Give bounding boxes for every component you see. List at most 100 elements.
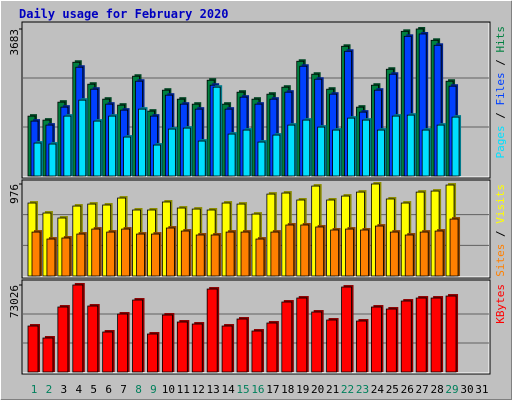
- y-tick-label: 3683: [8, 29, 21, 56]
- panel-bevel: [23, 181, 490, 278]
- bar: [78, 99, 87, 177]
- y-tick-label: 976: [8, 184, 21, 204]
- bar: [385, 308, 397, 373]
- legend-entry: Sites: [494, 244, 507, 277]
- bar: [195, 234, 205, 277]
- bar: [121, 228, 130, 277]
- bar: [108, 115, 117, 177]
- x-tick-label: 20: [311, 383, 324, 396]
- bar: [436, 124, 445, 177]
- x-tick-label: 9: [150, 383, 157, 396]
- bar: [360, 229, 369, 277]
- bar: [91, 228, 101, 277]
- bar: [317, 126, 326, 177]
- legend: Sites / Visits: [494, 184, 507, 277]
- bar: [430, 297, 442, 373]
- bar: [421, 129, 430, 177]
- bar: [419, 231, 429, 277]
- x-tick-label: 5: [90, 383, 97, 396]
- bar: [117, 313, 128, 373]
- bar: [300, 224, 310, 277]
- bar: [242, 129, 251, 177]
- panel-bevel: [23, 23, 490, 178]
- x-tick-label: 22: [341, 383, 354, 396]
- x-tick-label: 16: [251, 383, 264, 396]
- bar: [102, 331, 114, 373]
- bar: [191, 323, 203, 373]
- bar: [374, 225, 384, 277]
- legend-entry: KBytes: [494, 284, 507, 324]
- bar: [132, 299, 143, 373]
- bar: [165, 227, 175, 277]
- x-tick-label: 10: [162, 383, 175, 396]
- bar: [221, 325, 233, 373]
- bar: [266, 322, 278, 373]
- bar: [87, 305, 99, 373]
- bar: [332, 129, 341, 177]
- x-tick-label: 24: [371, 383, 385, 396]
- bar: [341, 286, 352, 373]
- x-tick-label: 2: [46, 383, 53, 396]
- legend-entry: Pages: [494, 125, 507, 158]
- x-tick-label: 30: [460, 383, 473, 396]
- x-tick-label: 8: [135, 383, 142, 396]
- legend: Pages / Files / Hits: [494, 26, 507, 159]
- bar: [225, 231, 235, 277]
- bar: [161, 314, 173, 373]
- bar: [227, 133, 236, 177]
- bar: [376, 129, 385, 177]
- bar: [272, 134, 281, 177]
- x-tick-label: 17: [266, 383, 279, 396]
- x-tick-label: 29: [445, 383, 458, 396]
- bar: [182, 127, 191, 177]
- bar: [315, 226, 325, 277]
- legend: KBytes: [494, 284, 507, 324]
- bar: [389, 231, 399, 277]
- bar: [302, 119, 311, 177]
- bar: [180, 230, 190, 277]
- bar: [72, 284, 84, 373]
- x-tick-label: 3: [61, 383, 68, 396]
- bar: [404, 234, 414, 277]
- bar: [76, 233, 86, 277]
- legend-separator: /: [494, 106, 507, 126]
- legend-entry: Files: [494, 72, 507, 105]
- y-tick-label: 73026: [8, 285, 21, 318]
- x-tick-label: 1: [31, 383, 38, 396]
- bar: [270, 231, 280, 277]
- bar: [434, 230, 444, 277]
- bar: [167, 128, 176, 177]
- bar: [33, 142, 42, 177]
- x-tick-label: 6: [105, 383, 112, 396]
- bar: [212, 86, 221, 177]
- bar: [123, 136, 131, 177]
- bar: [347, 117, 355, 177]
- bar: [415, 297, 427, 373]
- bar: [153, 144, 161, 177]
- bar: [136, 233, 145, 277]
- bar: [147, 333, 158, 373]
- bar: [330, 229, 340, 277]
- bar: [400, 300, 412, 373]
- bar: [63, 115, 72, 177]
- bar: [251, 330, 263, 373]
- bar: [42, 337, 54, 373]
- bar: [287, 124, 296, 177]
- bar: [281, 301, 293, 373]
- bar: [406, 114, 415, 177]
- legend-separator: /: [494, 53, 507, 73]
- panel-bevel: [23, 281, 490, 374]
- legend-entry: Hits: [494, 26, 507, 53]
- bar: [257, 141, 266, 177]
- bar: [345, 228, 354, 277]
- x-tick-label: 12: [192, 383, 205, 396]
- x-tick-label: 23: [356, 383, 369, 396]
- bar: [31, 231, 41, 277]
- bar: [451, 116, 460, 177]
- bar: [57, 306, 69, 373]
- legend-entry: Visits: [494, 184, 507, 224]
- x-tick-label: 28: [430, 383, 443, 396]
- bar: [61, 237, 71, 277]
